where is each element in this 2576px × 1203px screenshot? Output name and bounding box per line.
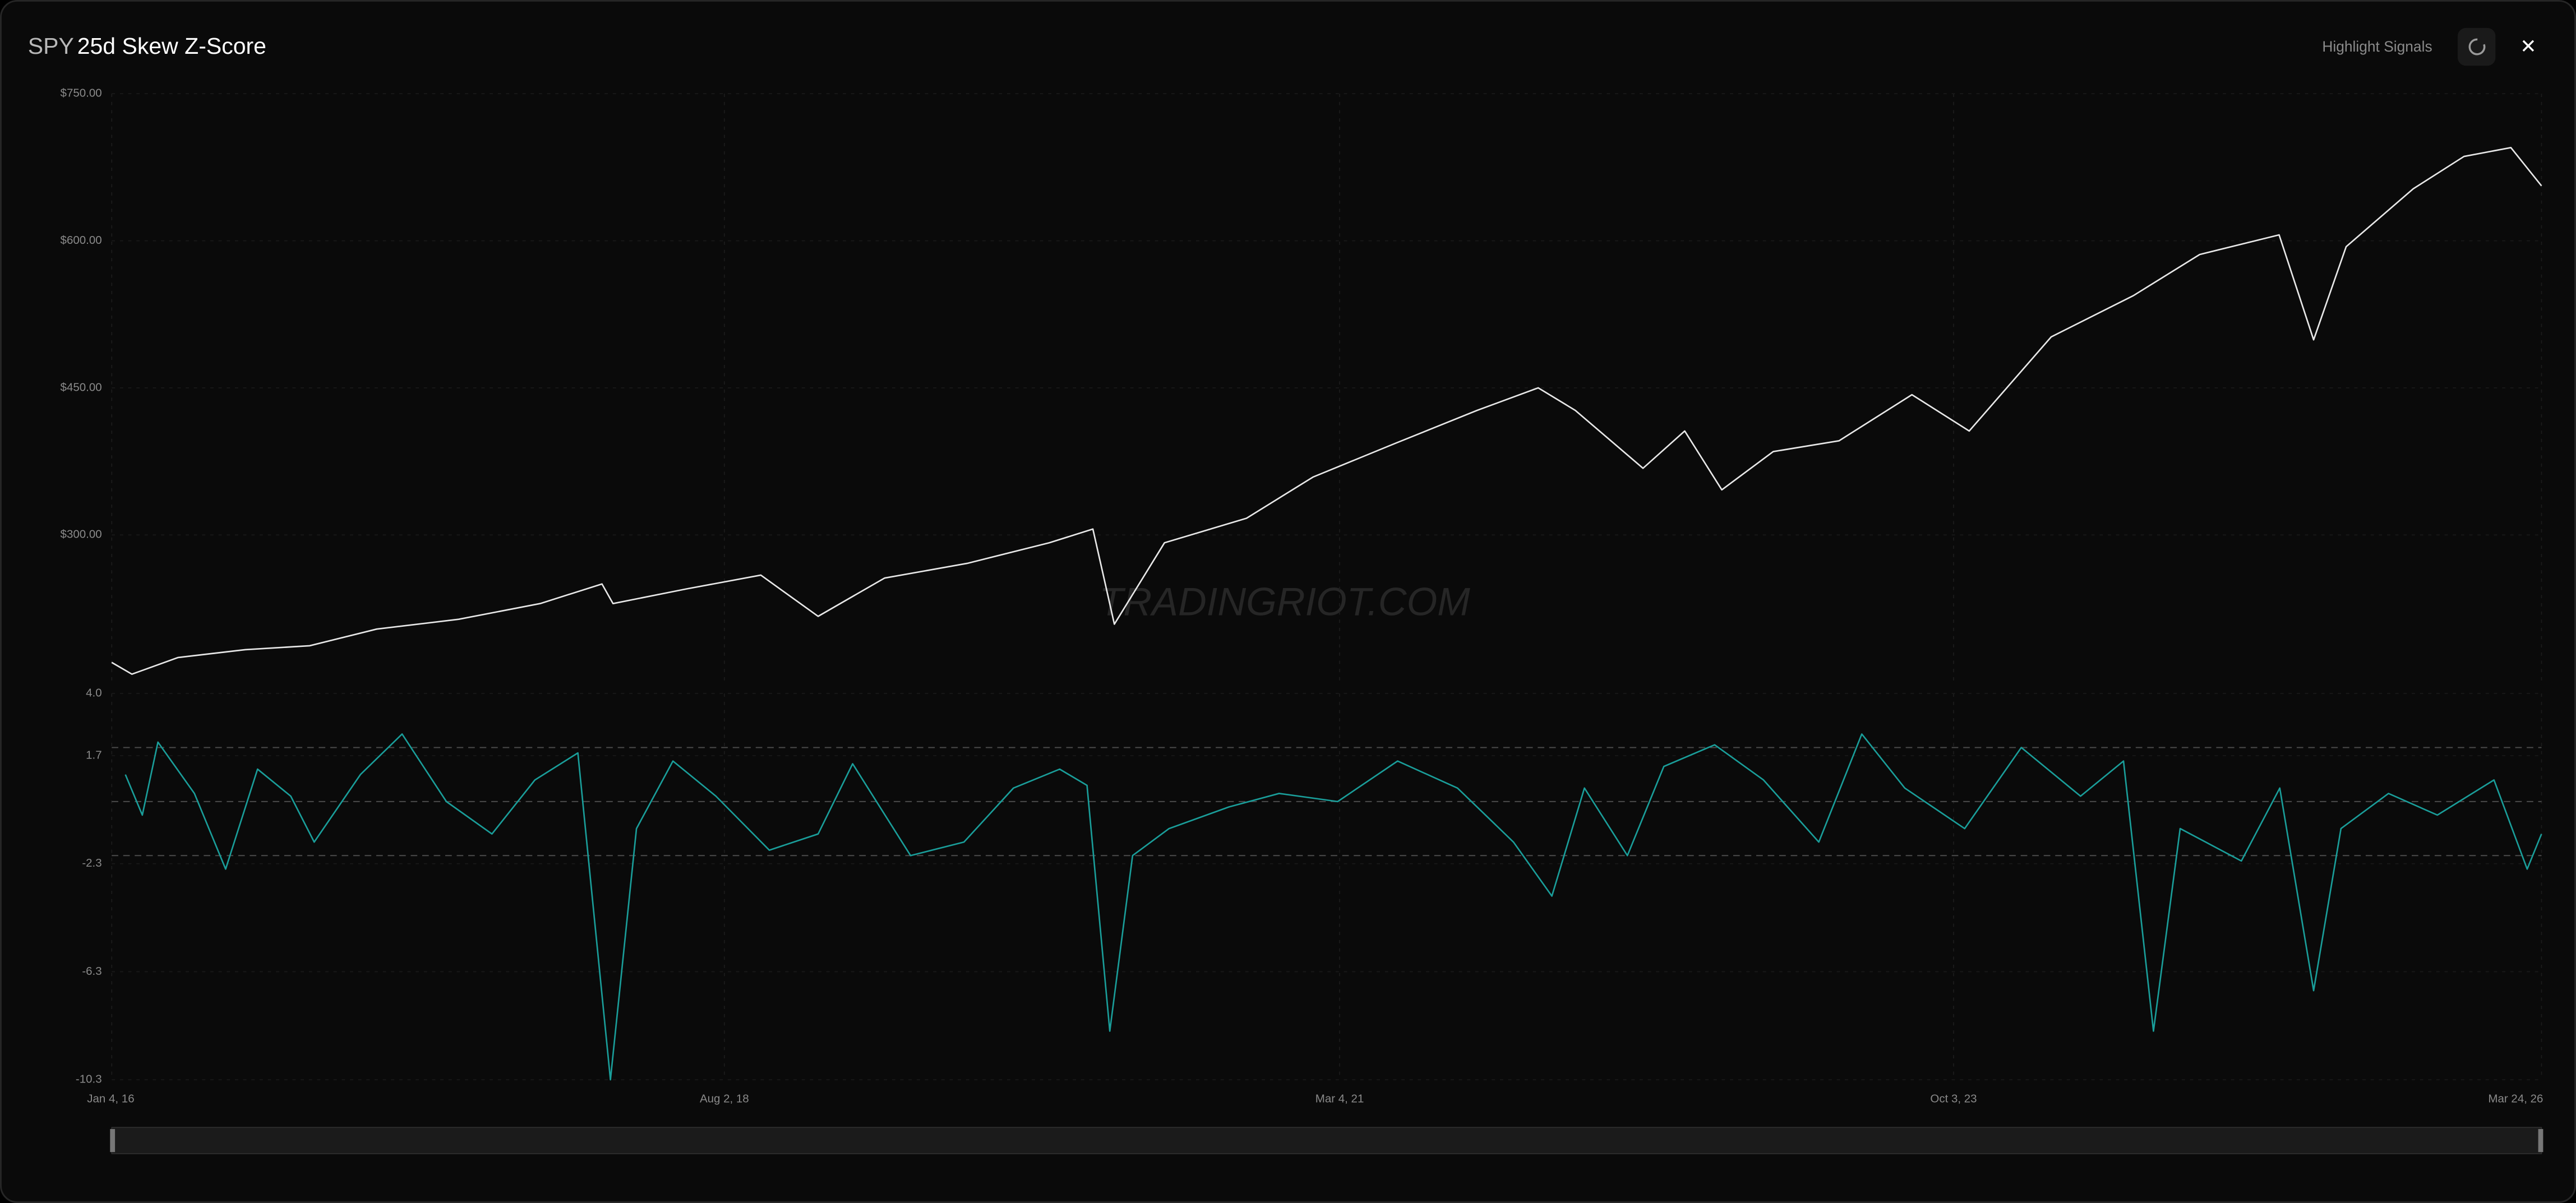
navigator[interactable] [111,1127,2542,1154]
y-tick-label: $300.00 [61,528,102,541]
y-tick-label: 1.7 [86,748,101,761]
series-line [111,147,2542,675]
navigator-handle-left[interactable] [110,1129,116,1153]
x-tick-label: Mar 24, 26 [2488,1093,2543,1105]
watermark: TRADINGRIOT.COM [1099,579,1470,623]
title: 25d Skew Z-Score [77,33,266,59]
y-tick-label: -6.3 [82,965,101,978]
navigator-handle-right[interactable] [2538,1129,2543,1153]
x-tick-label: Oct 3, 23 [1930,1093,1977,1105]
y-tick-label: $450.00 [61,381,102,394]
close-button[interactable]: ✕ [2520,35,2536,57]
reload-button[interactable] [2458,27,2496,66]
x-tick-label: Jan 4, 16 [87,1093,134,1105]
x-tick-label: Mar 4, 21 [1315,1093,1364,1105]
symbol: SPY [28,33,74,59]
y-tick-label: $600.00 [61,234,102,247]
y-tick-label: $750.00 [61,87,102,100]
x-tick-label: Aug 2, 18 [700,1093,749,1105]
highlight-signals-toggle[interactable]: Highlight Signals [2322,38,2432,55]
series-line [124,733,2542,1081]
y-tick-label: -10.3 [76,1073,102,1086]
y-tick-label: 4.0 [86,687,101,700]
plot-layer: Jan 4, 16 Aug 2, 18 Mar 4, 21 Oct 3, 23 Mar … [61,87,2543,1151]
y-tick-label: -2.3 [82,857,101,869]
